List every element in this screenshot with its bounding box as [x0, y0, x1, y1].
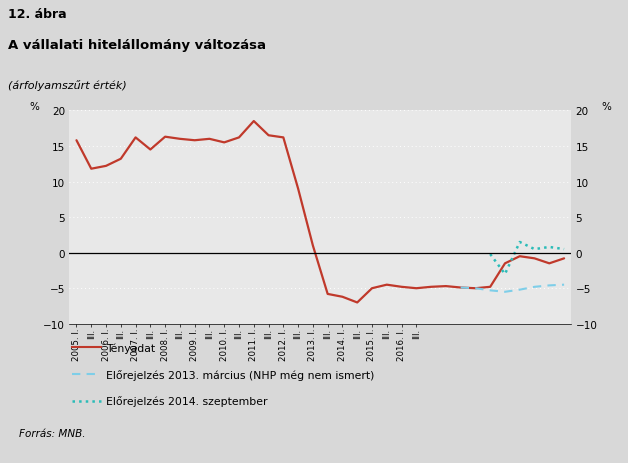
Tényadat: [279, 135, 287, 141]
Tényadat: [117, 156, 124, 162]
Tényadat: [87, 167, 95, 172]
Előrejelzés 2013. március (NHP még nem ismert): [516, 287, 524, 293]
Előrejelzés 2014. szeptember: [546, 244, 553, 250]
Előrejelzés 2013. március (NHP még nem ismert): [531, 284, 538, 290]
Tényadat: [309, 243, 317, 249]
Előrejelzés 2013. március (NHP még nem ismert): [560, 282, 568, 288]
Tényadat: [442, 284, 450, 289]
Előrejelzés 2014. szeptember: [487, 252, 494, 257]
Y-axis label: %: %: [29, 102, 39, 112]
Tényadat: [427, 284, 435, 290]
Tényadat: [73, 138, 80, 144]
Text: 12. ábra: 12. ábra: [8, 8, 67, 21]
Tényadat: [383, 282, 391, 288]
Tényadat: [501, 261, 509, 267]
Tényadat: [295, 187, 302, 192]
Tényadat: [102, 164, 110, 169]
Tényadat: [354, 300, 361, 306]
Tényadat: [398, 284, 405, 290]
Előrejelzés 2013. március (NHP még nem ismert): [457, 285, 465, 291]
Text: Előrejelzés 2014. szeptember: Előrejelzés 2014. szeptember: [106, 395, 268, 407]
Tényadat: [220, 140, 228, 146]
Előrejelzés 2013. március (NHP még nem ismert): [472, 286, 479, 291]
Tényadat: [457, 285, 465, 291]
Tényadat: [265, 133, 273, 139]
Tényadat: [546, 261, 553, 267]
Line: Előrejelzés 2013. március (NHP még nem ismert): Előrejelzés 2013. március (NHP még nem i…: [461, 285, 564, 292]
Előrejelzés 2014. szeptember: [560, 247, 568, 252]
Tényadat: [176, 137, 183, 142]
Előrejelzés 2014. szeptember: [516, 240, 524, 245]
Előrejelzés 2013. március (NHP még nem ismert): [487, 288, 494, 294]
Tényadat: [324, 292, 332, 297]
Előrejelzés 2014. szeptember: [531, 247, 538, 252]
Tényadat: [206, 137, 214, 142]
Y-axis label: %: %: [602, 102, 612, 112]
Tényadat: [516, 254, 524, 259]
Tényadat: [560, 256, 568, 262]
Tényadat: [472, 286, 479, 291]
Előrejelzés 2013. március (NHP még nem ismert): [501, 289, 509, 295]
Tényadat: [132, 135, 139, 141]
Text: Forrás: MNB.: Forrás: MNB.: [19, 428, 85, 438]
Tényadat: [368, 286, 376, 291]
Tényadat: [146, 147, 154, 153]
Tényadat: [161, 135, 169, 140]
Tényadat: [413, 286, 420, 291]
Tényadat: [191, 138, 198, 144]
Előrejelzés 2014. szeptember: [501, 272, 509, 277]
Text: Előrejelzés 2013. március (NHP még nem ismert): Előrejelzés 2013. március (NHP még nem i…: [106, 369, 374, 380]
Tényadat: [236, 135, 243, 141]
Text: A vállalati hitelállomány változása: A vállalati hitelállomány változása: [8, 39, 266, 52]
Text: (árfolyamszűrt érték): (árfolyamszűrt érték): [8, 80, 127, 90]
Tényadat: [487, 284, 494, 290]
Text: Tényadat: Tényadat: [106, 342, 155, 353]
Előrejelzés 2013. március (NHP még nem ismert): [546, 283, 553, 288]
Line: Előrejelzés 2014. szeptember: Előrejelzés 2014. szeptember: [490, 243, 564, 275]
Tényadat: [338, 294, 346, 300]
Tényadat: [531, 256, 538, 262]
Tényadat: [250, 119, 257, 125]
Line: Tényadat: Tényadat: [77, 122, 564, 303]
